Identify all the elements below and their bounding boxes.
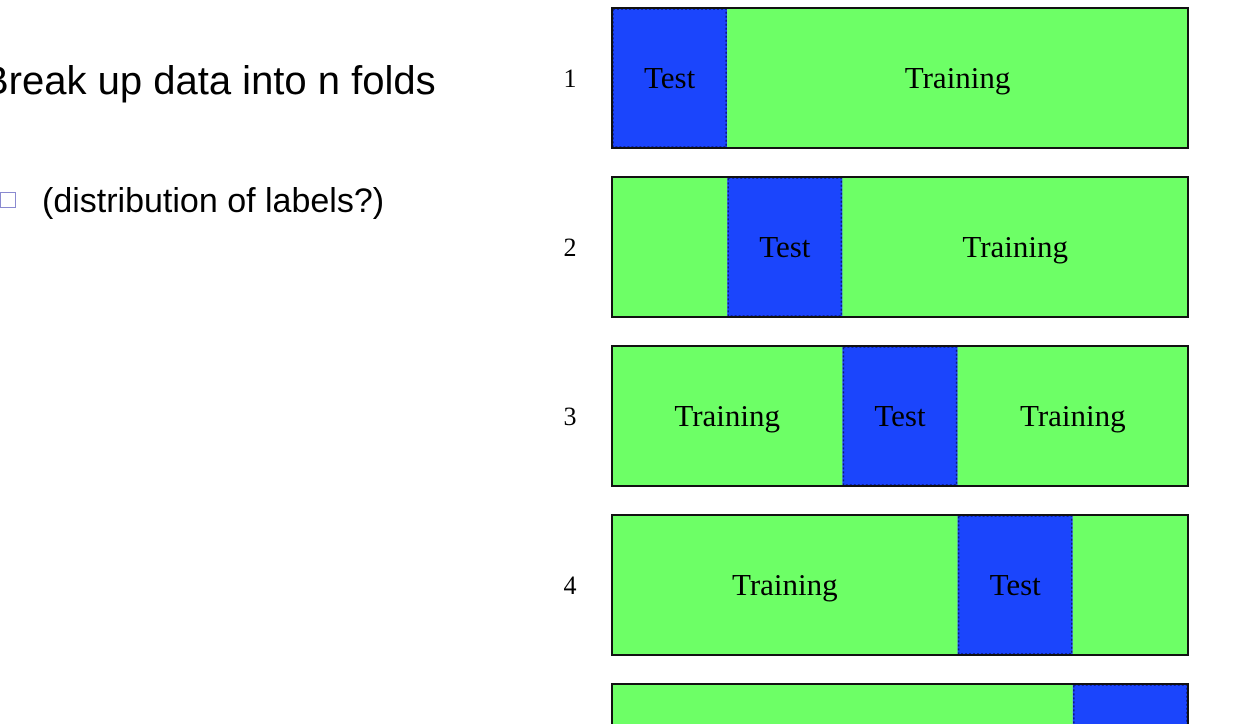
training-segment <box>1072 515 1188 655</box>
fold-row-4: 4 Training Test <box>564 514 1189 656</box>
fold-number: 2 <box>564 233 577 262</box>
test-segment <box>957 515 1073 655</box>
test-segment <box>1072 684 1188 724</box>
training-segment <box>612 684 1073 724</box>
test-segment <box>612 8 728 148</box>
training-segment <box>727 8 1188 148</box>
fold-bar-border <box>611 345 1189 487</box>
fold-bar-border <box>611 683 1189 724</box>
fold-bar-border <box>611 176 1189 318</box>
training-label: Training <box>1020 398 1126 433</box>
training-segment <box>612 515 958 655</box>
fold-bar-border <box>611 514 1189 656</box>
fold-bar-border <box>611 7 1189 149</box>
training-segment <box>612 177 728 317</box>
training-label: Training <box>905 60 1011 95</box>
bullet-main-text: Break up data into n folds <box>0 59 436 103</box>
fold-number: 3 <box>564 402 577 431</box>
training-label: Training <box>674 398 780 433</box>
fold-row-5 <box>611 683 1189 724</box>
test-label: Test <box>990 567 1042 602</box>
fold-row-3: 3 Training Test Training <box>564 345 1189 487</box>
training-segment <box>957 346 1188 486</box>
bullet-sub: (distribution of labels?) <box>0 180 384 222</box>
training-segment <box>842 177 1188 317</box>
training-label: Training <box>962 229 1068 264</box>
test-label: Test <box>644 60 696 95</box>
test-label: Test <box>874 398 926 433</box>
training-segment <box>612 346 843 486</box>
square-bullet-icon <box>0 192 16 208</box>
fold-row-1: 1 Test Training <box>564 7 1189 149</box>
test-label: Test <box>759 229 811 264</box>
test-segment <box>727 177 843 317</box>
training-label: Training <box>732 567 838 602</box>
fold-number: 4 <box>564 571 577 600</box>
fold-row-2: 2 Test Training <box>564 176 1189 318</box>
fold-number: 1 <box>564 64 577 93</box>
bullet-sub-text: (distribution of labels?) <box>42 182 385 220</box>
test-segment <box>842 346 958 486</box>
